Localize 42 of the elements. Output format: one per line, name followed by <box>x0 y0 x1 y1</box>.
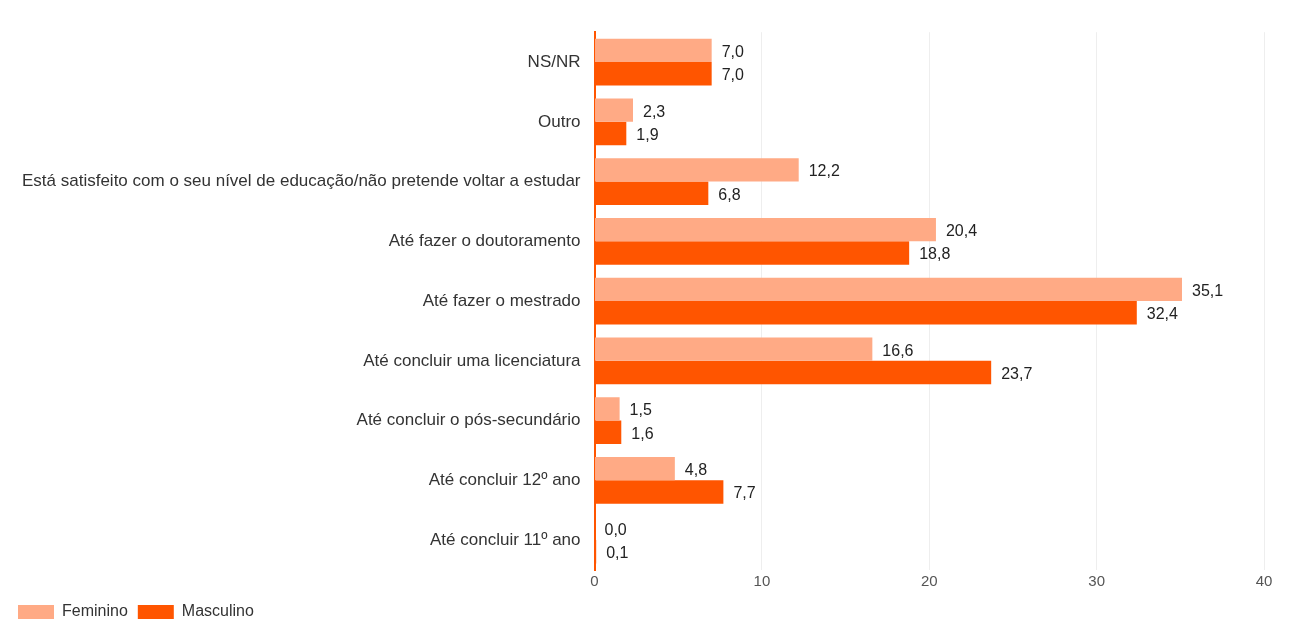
bar <box>595 218 936 242</box>
legend-label: Masculino <box>181 602 254 620</box>
data-label: 6,8 <box>718 185 741 203</box>
y-tick-label: Até concluir o pós-secundário <box>356 410 581 430</box>
legend-label: Feminino <box>62 602 128 620</box>
data-label: 35,1 <box>1191 281 1224 299</box>
bar <box>595 457 675 481</box>
x-tick-label: 0 <box>590 572 599 590</box>
data-label: 32,4 <box>1146 305 1179 323</box>
data-label: 23,7 <box>1001 364 1033 382</box>
bar <box>595 158 799 182</box>
data-label: 12,2 <box>808 162 840 180</box>
x-tick-label: 20 <box>920 572 938 590</box>
bar <box>595 337 873 361</box>
data-label: 1,9 <box>636 125 659 143</box>
bar <box>595 98 634 122</box>
data-label: 1,5 <box>629 401 652 419</box>
data-label: 7,0 <box>721 66 745 84</box>
bar <box>595 397 620 421</box>
y-tick-label: Está satisfeito com o seu nível de educação/não pretende voltar a estudar <box>21 171 581 191</box>
y-tick-label: Até fazer o mestrado <box>422 290 581 310</box>
y-tick-label: NS/NR <box>527 51 581 71</box>
y-tick-label: Até concluir uma licenciatura <box>363 350 582 370</box>
x-tick-label: 40 <box>1255 572 1273 590</box>
data-label: 7,7 <box>733 484 756 502</box>
data-label: 2,3 <box>643 102 666 120</box>
y-tick-label: Outro <box>537 111 581 131</box>
data-label: 1,6 <box>631 424 654 442</box>
data-label: 20,4 <box>945 222 978 240</box>
bar <box>595 38 712 63</box>
data-label: 16,6 <box>882 341 914 359</box>
data-label: 18,8 <box>919 245 951 263</box>
data-label: 0,1 <box>606 544 629 562</box>
y-tick-label: Até concluir 11º ano <box>430 529 581 549</box>
data-label: 4,8 <box>684 461 708 479</box>
data-label: 7,0 <box>721 42 745 60</box>
data-label: 0,0 <box>604 520 627 538</box>
bar <box>595 277 1182 302</box>
x-tick-label: 10 <box>753 572 771 590</box>
y-tick-label: Até concluir 12º ano <box>428 470 581 490</box>
y-tick-label: Até fazer o doutoramento <box>388 231 581 251</box>
x-tick-label: 30 <box>1088 572 1105 590</box>
